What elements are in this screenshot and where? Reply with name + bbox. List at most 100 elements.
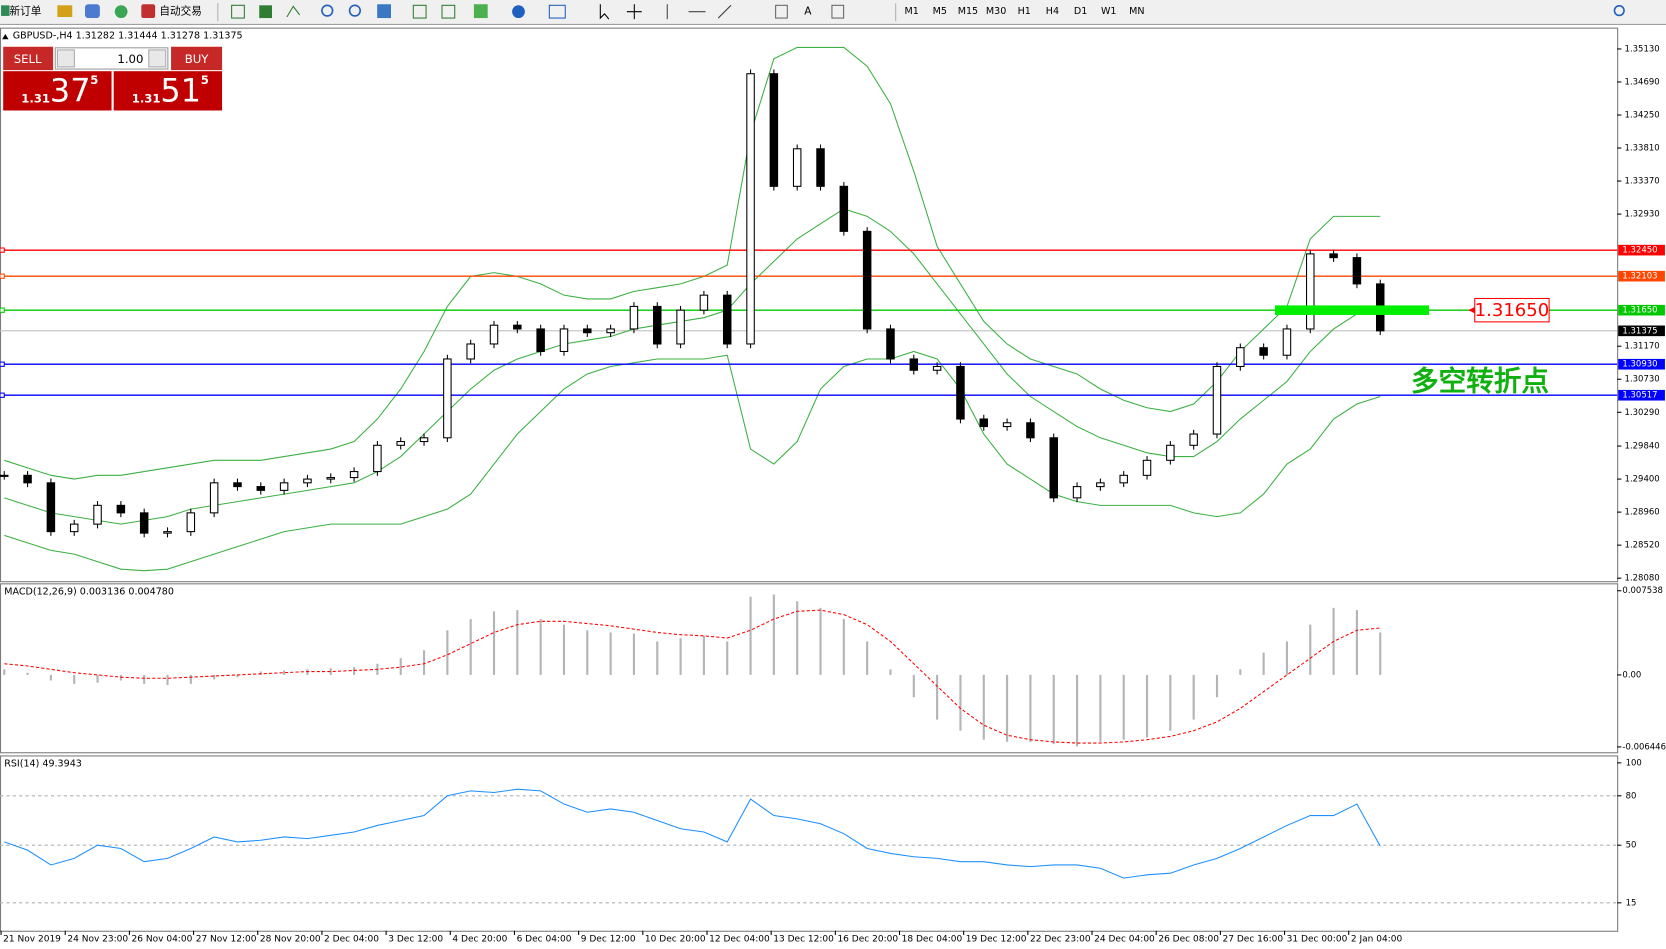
timeframe-button[interactable]: MN xyxy=(1129,6,1144,17)
timeframe-button[interactable]: M15 xyxy=(958,6,978,17)
x-tick-label: 9 Dec 12:00 xyxy=(581,935,636,945)
icon[interactable] xyxy=(348,4,361,17)
icon[interactable] xyxy=(831,4,845,19)
candle-body xyxy=(816,148,825,187)
candle-body xyxy=(396,441,405,446)
x-tick-label: 31 Dec 00:00 xyxy=(1287,935,1348,945)
auto-trading-button[interactable]: 自动交易 xyxy=(159,5,201,18)
icon[interactable] xyxy=(512,5,525,19)
y-tick-label: 1.34250 xyxy=(1625,111,1660,121)
new-order-button[interactable]: 新订单 xyxy=(10,5,42,18)
x-tick-label: 12 Dec 04:00 xyxy=(709,935,770,945)
icon[interactable] xyxy=(548,4,566,19)
icon[interactable] xyxy=(231,4,245,19)
candle-body xyxy=(1352,257,1362,285)
main-frame xyxy=(0,27,1619,583)
chart-title: GBPUSD-,H4 1.31282 1.31444 1.31278 1.313… xyxy=(13,31,243,42)
y-tick-label: 1.33370 xyxy=(1625,177,1660,187)
candle-body xyxy=(1259,347,1268,356)
icon[interactable] xyxy=(666,4,732,20)
x-tick-label: 24 Dec 04:00 xyxy=(1094,935,1155,945)
candle-body xyxy=(513,324,522,330)
buy-price-box[interactable] xyxy=(113,71,223,111)
candle-body xyxy=(886,328,895,360)
last-price-label: 1.31375 xyxy=(1622,326,1657,336)
icon[interactable] xyxy=(412,4,427,19)
candle-body xyxy=(93,504,102,525)
price-sup: 5 xyxy=(201,73,209,87)
icon[interactable] xyxy=(599,4,610,20)
y-tick-label: 80 xyxy=(1626,791,1637,801)
icon[interactable] xyxy=(1,5,10,16)
y-tick-label: 1.29840 xyxy=(1625,442,1660,452)
timeframe-button[interactable]: M5 xyxy=(933,6,947,17)
timeframe-button[interactable]: D1 xyxy=(1074,6,1087,17)
candle-body xyxy=(956,365,965,420)
timeframe-button[interactable]: H1 xyxy=(1018,6,1031,17)
icon[interactable] xyxy=(441,4,456,19)
icon[interactable] xyxy=(141,4,156,19)
timeframe-button[interactable]: W1 xyxy=(1101,6,1117,17)
x-tick-label: 2 Dec 04:00 xyxy=(324,935,379,945)
candle-body xyxy=(1329,253,1338,259)
x-tick-label: 22 Dec 23:00 xyxy=(1030,935,1091,945)
icon[interactable] xyxy=(85,4,100,19)
candle-body xyxy=(466,343,475,360)
icon[interactable] xyxy=(114,5,128,19)
icon[interactable] xyxy=(321,4,334,17)
candle-body xyxy=(489,324,499,345)
lot-down[interactable] xyxy=(56,49,75,68)
icon[interactable] xyxy=(57,5,73,17)
search-icon[interactable] xyxy=(1613,5,1625,17)
candle-body xyxy=(419,437,429,443)
y-tick-label: 1.33810 xyxy=(1625,144,1660,154)
macd-title: MACD(12,26,9) 0.003136 0.004780 xyxy=(4,586,174,597)
candle-body xyxy=(676,309,685,345)
candle-body xyxy=(1119,474,1128,484)
x-tick-label: 6 Dec 04:00 xyxy=(517,935,572,945)
candle-body xyxy=(1096,482,1105,488)
timeframe-button[interactable]: M1 xyxy=(904,6,918,17)
x-tick-label: 27 Dec 16:00 xyxy=(1223,935,1284,945)
signal-line xyxy=(4,609,1381,744)
level-tag xyxy=(1618,304,1665,316)
icon[interactable] xyxy=(775,4,788,19)
candle-body xyxy=(1002,422,1012,428)
level-label: 1.32103 xyxy=(1622,272,1657,282)
x-tick-label: 3 Dec 12:00 xyxy=(388,935,443,945)
sell-button[interactable] xyxy=(3,46,54,71)
level-tag xyxy=(1618,244,1665,256)
icon[interactable] xyxy=(473,4,488,19)
x-tick-label: 10 Dec 20:00 xyxy=(645,935,706,945)
buy-button[interactable] xyxy=(171,46,223,71)
level-label: 1.30930 xyxy=(1622,360,1657,370)
x-tick-label: 21 Nov 2019 xyxy=(3,935,61,945)
y-tick-label: 1.30730 xyxy=(1625,375,1660,385)
icon[interactable] xyxy=(626,4,642,20)
lot-box[interactable] xyxy=(54,47,169,70)
x-tick-label: 24 Nov 23:00 xyxy=(67,935,128,945)
sell-label[interactable]: SELL xyxy=(14,52,42,66)
icon[interactable] xyxy=(286,5,301,18)
band-middle xyxy=(4,208,1381,525)
lot-up[interactable] xyxy=(148,49,167,68)
sell-price-box[interactable] xyxy=(3,71,112,111)
collapse-icon[interactable] xyxy=(2,33,9,40)
timeframe-button[interactable]: H4 xyxy=(1046,6,1059,17)
level-tag xyxy=(1618,389,1665,401)
icon[interactable] xyxy=(377,4,391,19)
zone-tag xyxy=(1474,297,1550,323)
buy-label[interactable]: BUY xyxy=(185,52,210,66)
x-tick-label: 13 Dec 12:00 xyxy=(773,935,834,945)
level-label: 1.32450 xyxy=(1622,246,1657,256)
candle-body xyxy=(1282,328,1292,356)
lot-value[interactable]: 1.00 xyxy=(117,52,143,66)
y-tick-label: 1.31170 xyxy=(1625,342,1660,352)
text-tool[interactable]: A xyxy=(804,5,812,18)
timeframe-button[interactable]: M30 xyxy=(986,6,1006,17)
level-handle xyxy=(0,247,5,253)
x-tick-label: 18 Dec 04:00 xyxy=(902,935,963,945)
icon[interactable] xyxy=(259,5,272,19)
price-sup: 5 xyxy=(90,73,98,87)
